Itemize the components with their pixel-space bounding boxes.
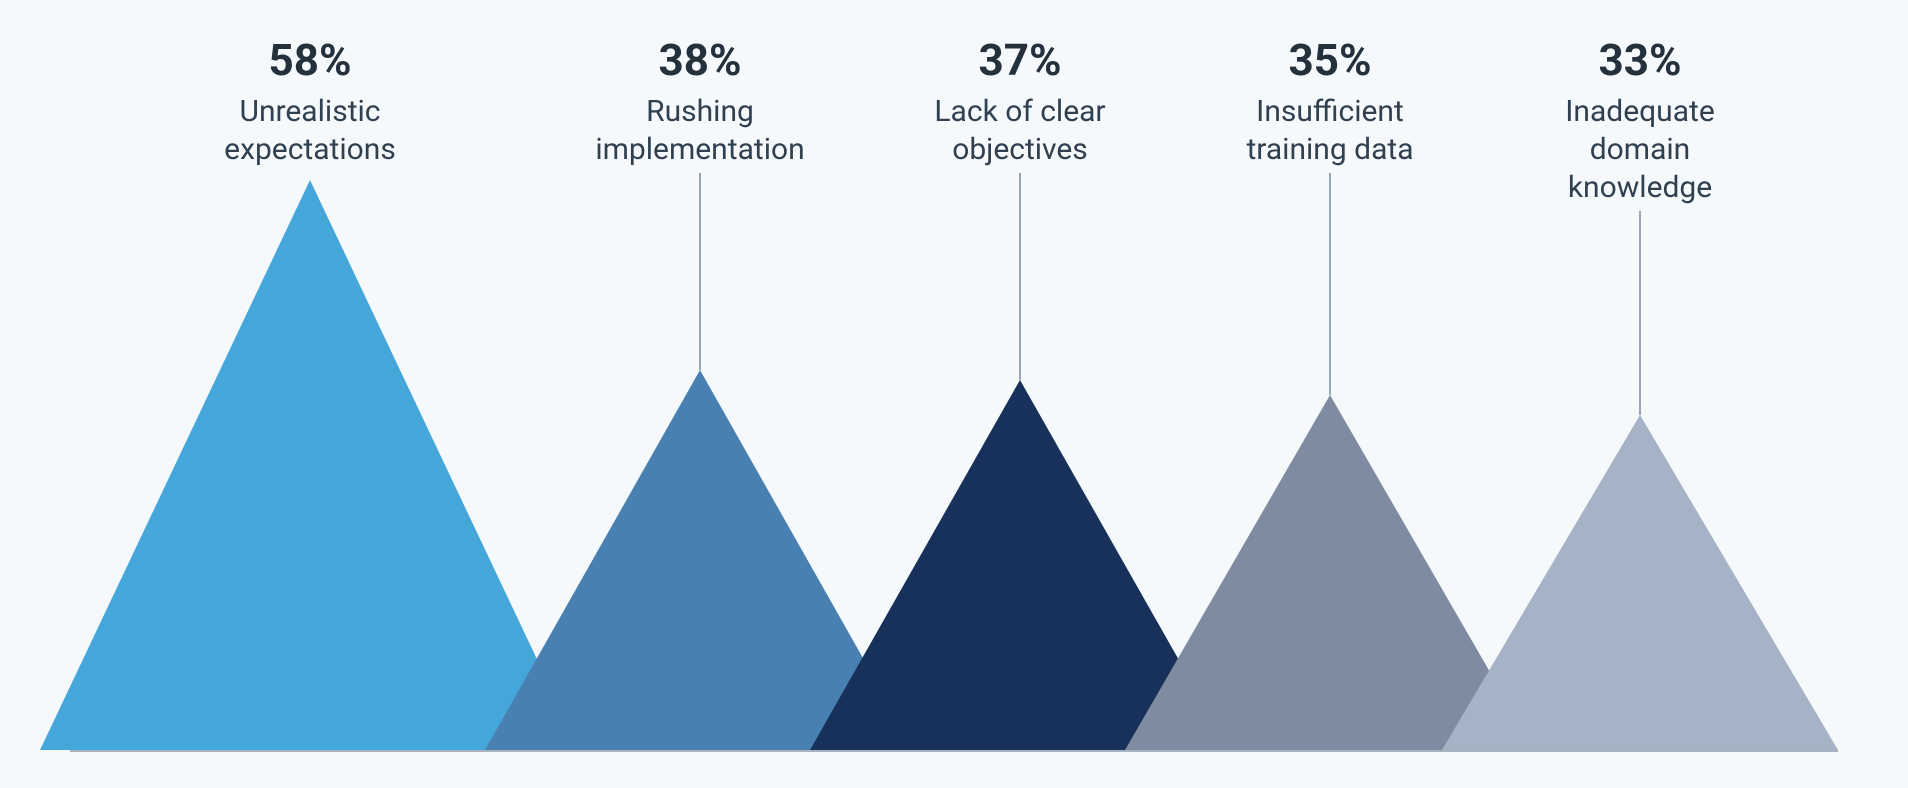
- category-label: Inadequate: [1565, 94, 1715, 129]
- percent-label: 37%: [978, 34, 1061, 86]
- category-label: training data: [1246, 132, 1413, 167]
- category-label: Rushing: [646, 94, 754, 129]
- category-label: objectives: [952, 132, 1088, 167]
- category-label: Insufficient: [1256, 94, 1404, 129]
- category-label: Lack of clear: [934, 94, 1105, 129]
- mountain-chart: 58% Unrealisticexpectations 38% Rushingimpl…: [0, 0, 1908, 788]
- percent-label: 58%: [268, 34, 351, 86]
- category-label: knowledge: [1568, 170, 1712, 205]
- chart-svg: 58% Unrealisticexpectations 38% Rushingimpl…: [0, 0, 1908, 788]
- percent-label: 33%: [1598, 34, 1681, 86]
- percent-label: 38%: [658, 34, 741, 86]
- category-label: Unrealistic: [239, 94, 380, 129]
- category-label: expectations: [224, 132, 396, 167]
- category-label: implementation: [595, 132, 804, 167]
- category-label: domain: [1590, 132, 1691, 167]
- percent-label: 35%: [1288, 34, 1371, 86]
